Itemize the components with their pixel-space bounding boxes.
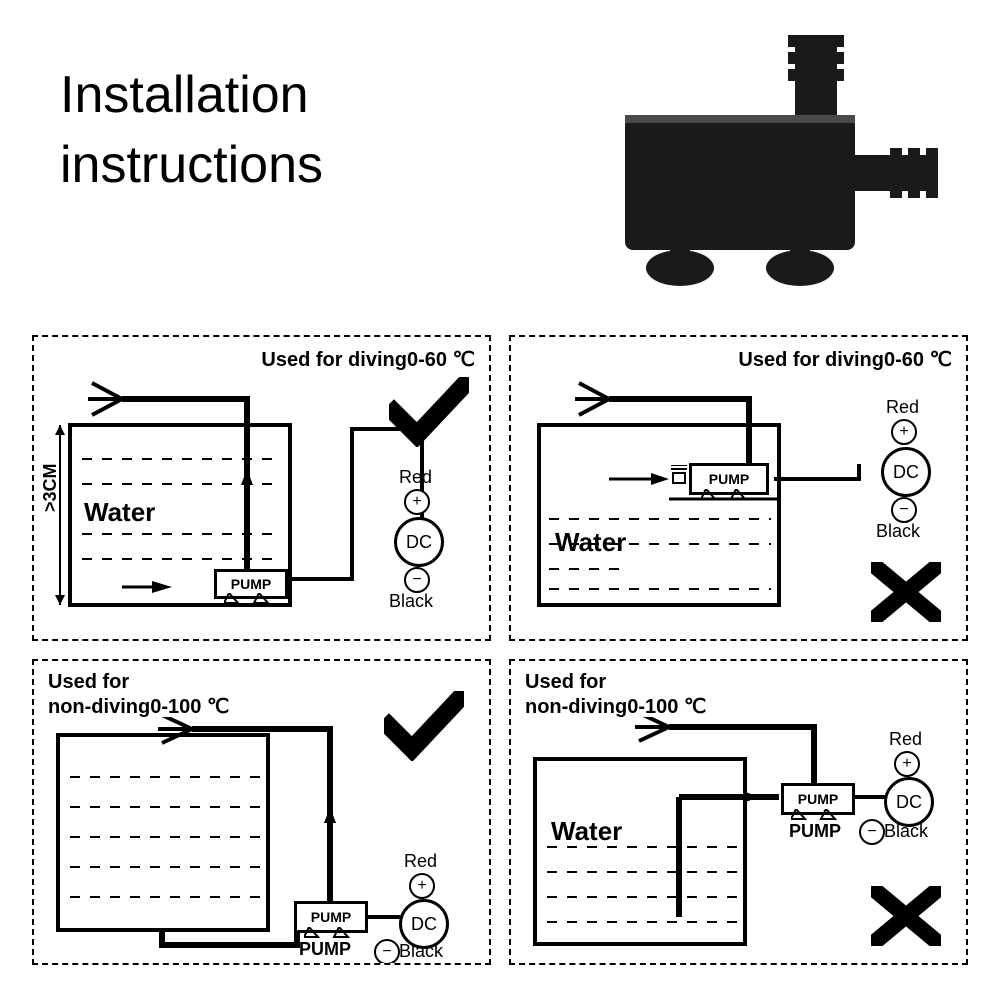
cross-icon	[871, 886, 941, 946]
plus-icon: +	[891, 419, 917, 445]
red-label: Red	[404, 851, 437, 872]
pump-product-image	[570, 20, 950, 310]
page-title: Installation instructions	[60, 60, 323, 200]
diagram-grid: Used for diving0-60 ℃	[32, 335, 968, 965]
black-label: Black	[389, 591, 433, 612]
plus-icon: +	[404, 489, 430, 515]
water-label: Water	[84, 497, 155, 528]
check-icon	[384, 691, 464, 761]
water-label: Water	[551, 816, 622, 847]
water-label: Water	[555, 527, 626, 558]
panel-diving-correct: Used for diving0-60 ℃	[32, 335, 491, 641]
dc-icon: DC	[884, 777, 934, 827]
panel-title: Used for non-diving0-100 ℃	[525, 671, 952, 719]
depth-label: >3CM	[40, 463, 61, 512]
pump-feet-icon	[224, 593, 274, 605]
dc-icon: DC	[394, 517, 444, 567]
minus-icon: −	[891, 497, 917, 523]
black-label: Black	[884, 821, 928, 842]
cross-icon	[871, 562, 941, 622]
red-label: Red	[399, 467, 432, 488]
minus-icon: −	[374, 939, 400, 965]
minus-icon: −	[404, 567, 430, 593]
black-label: Black	[876, 521, 920, 542]
minus-icon: −	[859, 819, 885, 845]
plus-icon: +	[409, 873, 435, 899]
pump-feet-icon	[791, 809, 841, 821]
pump-feet-icon	[304, 927, 354, 939]
pump-feet-icon	[701, 489, 751, 501]
pump-inlet-icon	[671, 465, 689, 496]
dc-icon: DC	[881, 447, 931, 497]
red-label: Red	[889, 729, 922, 750]
panel-diving-wrong: Used for diving0-60 ℃ Water	[509, 335, 968, 641]
check-icon	[389, 377, 469, 447]
red-label: Red	[886, 397, 919, 418]
pump-label: PUMP	[789, 821, 841, 842]
plus-icon: +	[894, 751, 920, 777]
panel-nondiving-correct: Used for non-diving0-100 ℃ PUM	[32, 659, 491, 965]
pump-label: PUMP	[299, 939, 351, 960]
panel-nondiving-wrong: Used for non-diving0-100 ℃ Water P	[509, 659, 968, 965]
black-label: Black	[399, 941, 443, 962]
